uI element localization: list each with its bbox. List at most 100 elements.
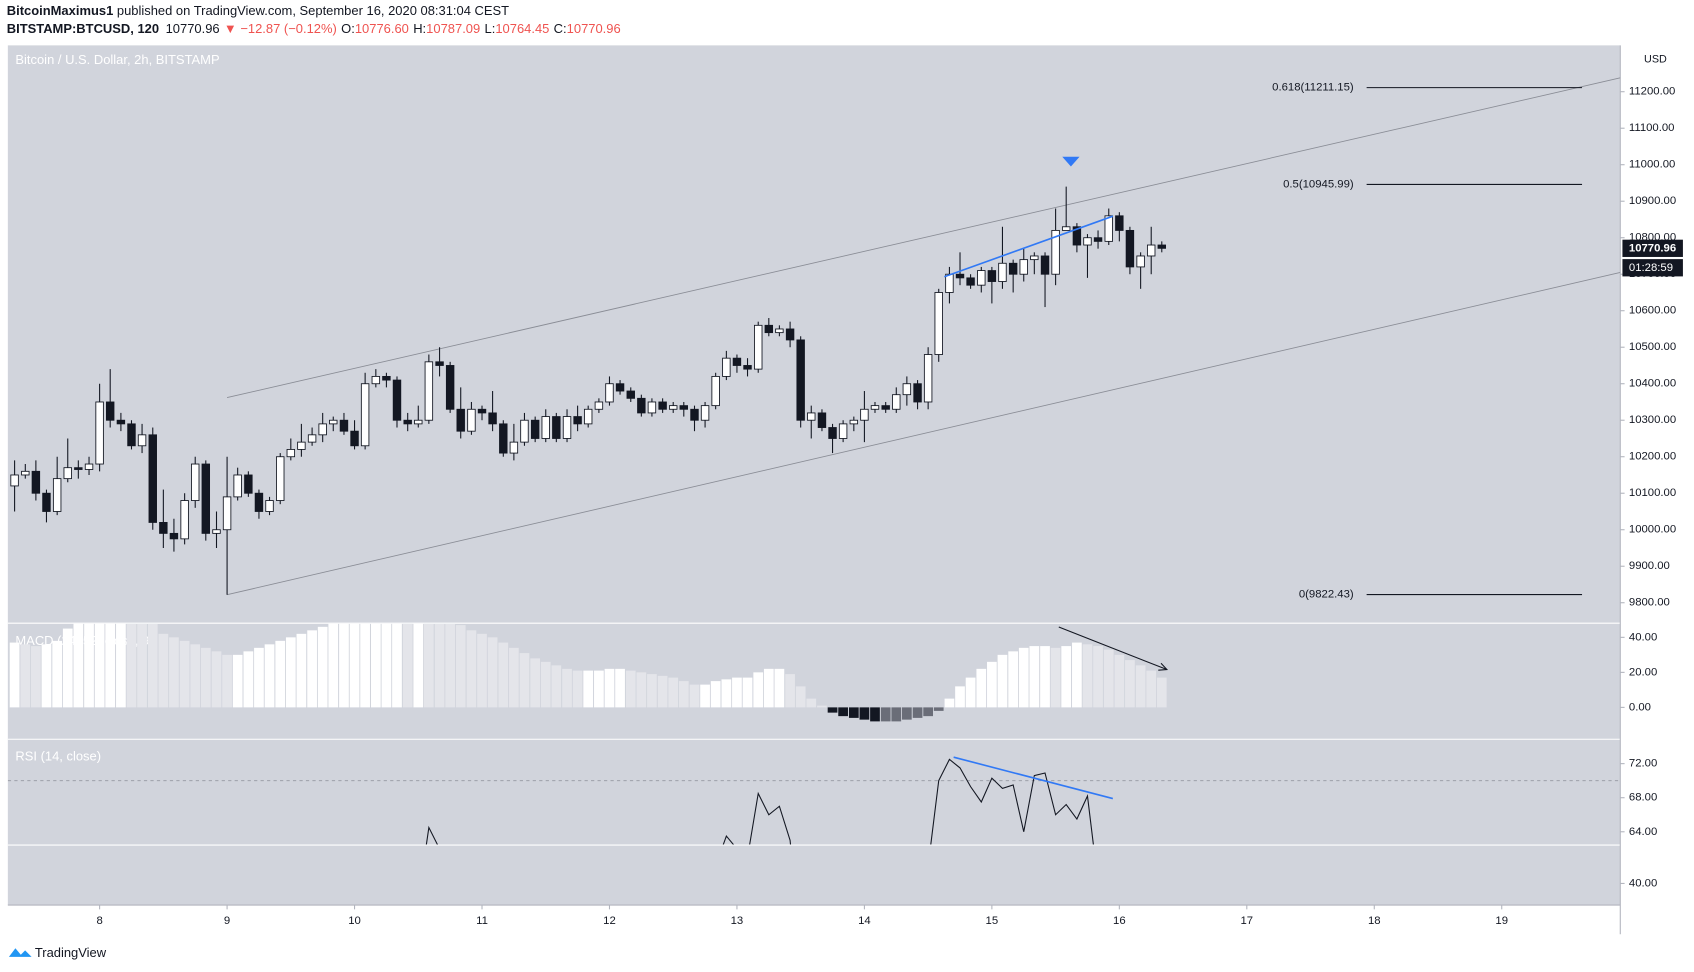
- candle-body: [934, 292, 943, 355]
- candle-body: [828, 427, 837, 439]
- macd-bar: [9, 642, 20, 708]
- candle-body: [392, 379, 402, 421]
- macd-bar: [455, 625, 466, 708]
- candle-body: [562, 416, 572, 439]
- fib-label: 0(9822.43): [1299, 589, 1354, 601]
- macd-bar: [732, 677, 742, 708]
- macd-bar: [392, 623, 402, 708]
- candle-body: [955, 273, 965, 279]
- candle-body: [297, 441, 306, 450]
- candle-body: [615, 383, 625, 392]
- candle-body: [116, 419, 126, 425]
- candle-body: [1019, 259, 1028, 275]
- candle-body: [732, 357, 742, 366]
- x-tick-label: 15: [986, 915, 999, 927]
- candle-body: [966, 277, 975, 286]
- macd-bar: [1050, 647, 1061, 708]
- x-tick-label: 14: [858, 915, 871, 927]
- macd-bar: [349, 623, 360, 708]
- macd-bar: [763, 668, 774, 708]
- x-tick-label: 11: [476, 915, 488, 927]
- x-tick-label: 19: [1495, 915, 1508, 927]
- x-tick-label: 9: [224, 915, 230, 927]
- candle-body: [583, 408, 593, 425]
- macd-bar: [62, 628, 73, 708]
- candle-body: [1072, 226, 1082, 246]
- marker: [1062, 156, 1080, 167]
- macd-bar: [1082, 644, 1093, 708]
- rsi-line: [425, 758, 1094, 845]
- candle-body: [350, 430, 359, 447]
- candle-body: [318, 423, 327, 436]
- x-tick-label: 8: [96, 915, 102, 927]
- pane: [9, 623, 1169, 722]
- macd-bar: [668, 677, 679, 708]
- candle-body: [530, 419, 540, 439]
- macd-bar: [933, 707, 944, 711]
- candle-body: [74, 467, 83, 470]
- macd-bar: [423, 623, 434, 708]
- macd-bar: [147, 623, 158, 708]
- trend-line: [944, 215, 1114, 278]
- ohlc-value: 10764.45: [495, 22, 549, 37]
- y-tick-label: 10100.00: [1629, 487, 1676, 499]
- macd-bar: [1093, 646, 1103, 708]
- macd-bar: [243, 651, 254, 708]
- macd-bar: [519, 653, 530, 708]
- candle-body: [307, 434, 317, 443]
- candle-body: [594, 401, 604, 410]
- y-tick-label: 10900.00: [1629, 195, 1676, 207]
- author: BitcoinMaximus1: [7, 3, 114, 18]
- candle-body: [403, 419, 412, 425]
- channel-line: [226, 77, 1621, 399]
- macd-bar: [31, 646, 41, 708]
- candle-body: [1104, 215, 1113, 242]
- macd-bar: [137, 623, 147, 708]
- macd-bar: [1040, 646, 1050, 708]
- y-tick-label: 10000.00: [1629, 524, 1676, 536]
- macd-bar: [285, 637, 296, 708]
- macd-bar: [434, 623, 445, 708]
- candle-body: [690, 408, 699, 421]
- macd-bar: [179, 640, 190, 708]
- macd-bar: [604, 668, 615, 708]
- ohlc-label: C:: [554, 22, 567, 37]
- macd-bar: [923, 707, 934, 717]
- macd-bar: [20, 644, 31, 708]
- candle-body: [10, 474, 19, 487]
- candle-body: [647, 401, 657, 414]
- candle-body: [1115, 215, 1124, 231]
- y-tick-label: 20.00: [1629, 666, 1657, 678]
- candle-body: [700, 405, 710, 421]
- candle-body: [1008, 262, 1018, 275]
- y-tick-label: 11100.00: [1629, 122, 1675, 134]
- candle-body: [754, 324, 763, 370]
- macd-bar: [625, 670, 636, 708]
- macd-bar: [880, 707, 891, 722]
- macd-bar: [901, 707, 912, 720]
- macd-bar: [94, 623, 105, 708]
- macd-bar: [1103, 649, 1114, 708]
- candle-body: [84, 463, 94, 470]
- candle-body: [191, 463, 200, 501]
- last-price-box: [1622, 239, 1683, 257]
- macd-bar: [689, 684, 700, 708]
- macd-bar: [944, 698, 955, 708]
- macd-bar: [116, 623, 126, 708]
- candle-body: [371, 375, 381, 385]
- macd-bar: [594, 670, 604, 708]
- candle-body: [881, 405, 890, 410]
- candle-body: [424, 361, 434, 421]
- candle-body: [95, 401, 104, 465]
- macd-bar: [84, 623, 94, 708]
- macd-bar: [1156, 677, 1167, 708]
- candle-body: [892, 394, 901, 410]
- ohlc-label: L:: [485, 22, 496, 37]
- macd-bar: [466, 630, 477, 708]
- symbol: BITSTAMP:BTCUSD, 120: [7, 22, 159, 37]
- macd-bar: [891, 707, 902, 722]
- macd-bar: [859, 707, 870, 720]
- macd-bar: [264, 644, 275, 708]
- macd-bar: [317, 626, 328, 708]
